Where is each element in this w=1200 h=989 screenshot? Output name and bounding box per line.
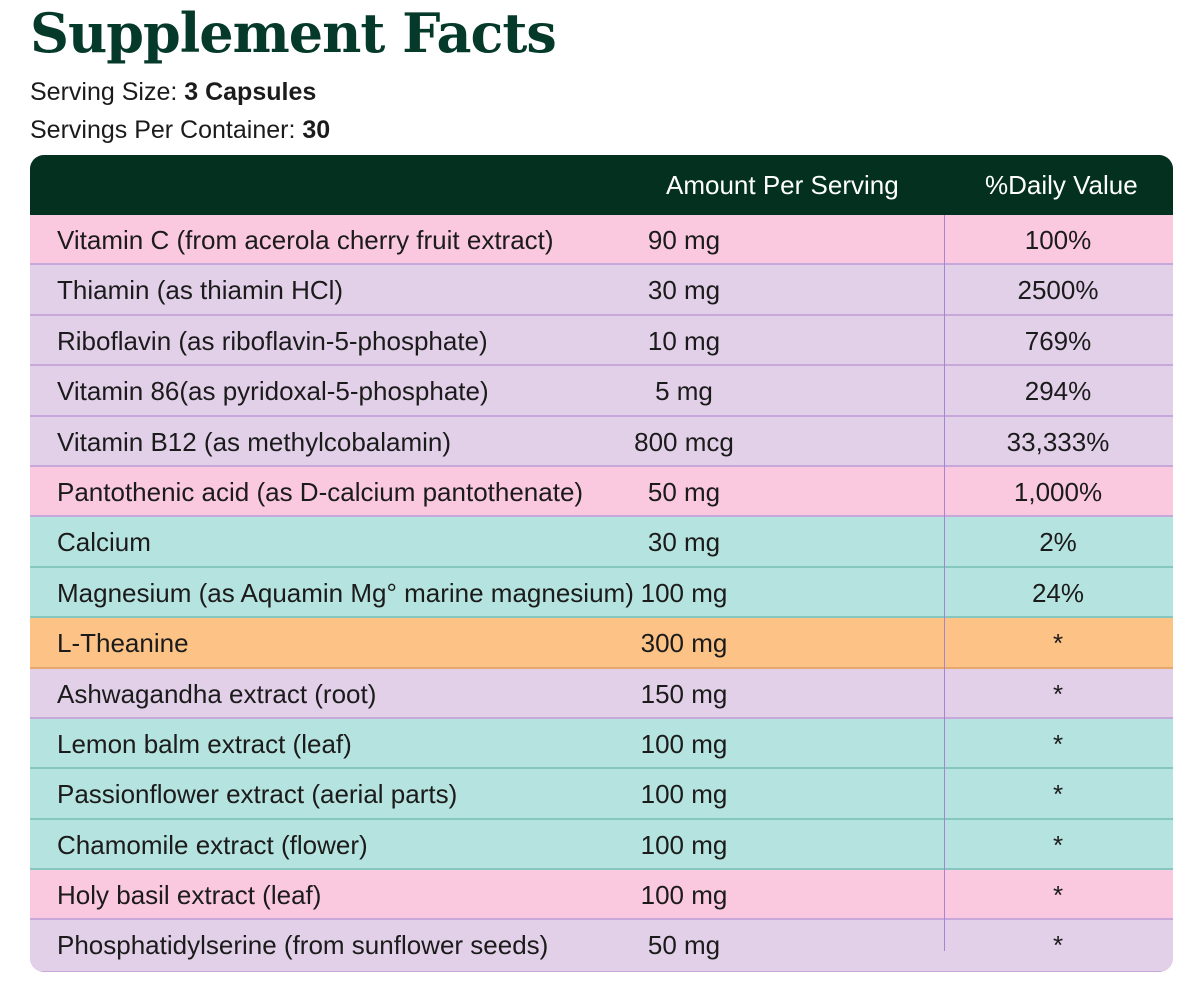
table-row: Vitamin 86(as pyridoxal-5-phosphate) 5 mg… xyxy=(30,366,1173,417)
table-header: Amount Per Serving %Daily Value xyxy=(30,155,1173,215)
page-title: Supplement Facts xyxy=(30,1,557,65)
table-row: Vitamin C (from acerola cherry fruit ext… xyxy=(30,215,1173,266)
amount-per-serving: 150 mg xyxy=(640,678,728,709)
amount-per-serving: 800 mcg xyxy=(634,426,734,457)
daily-value: 294% xyxy=(1024,376,1092,407)
nutrient-name: Vitamin B12 (as methylcobalamin) xyxy=(57,426,452,457)
amount-per-serving: 90 mg xyxy=(647,225,721,255)
table-row: Magnesium (as Aquamin Mg° marine magnesi… xyxy=(30,567,1173,619)
amount-per-serving: 100 mg xyxy=(640,577,728,608)
daily-value: 1,000% xyxy=(1013,476,1103,507)
amount-per-serving: 10 mg xyxy=(647,325,721,356)
amount-per-serving: 50 mg xyxy=(647,930,721,961)
nutrient-name: Lemon balm extract (leaf) xyxy=(57,728,352,759)
supplement-facts-table: Amount Per Serving %Daily Value Vitamin … xyxy=(30,155,1173,972)
daily-value: 100% xyxy=(1024,225,1092,255)
daily-value: * xyxy=(1052,829,1064,860)
servings-per-container-label: Servings Per Container: xyxy=(30,116,303,144)
amount-per-serving: 5 mg xyxy=(655,376,713,407)
daily-value: 769% xyxy=(1024,325,1092,356)
nutrient-name: Ashwagandha extract (root) xyxy=(57,678,377,709)
nutrient-name: Vitamin 86(as pyridoxal-5-phosphate) xyxy=(57,376,489,407)
table-row: Thiamin (as thiamin HCl) 30 mg 2500% xyxy=(30,265,1173,316)
amount-per-serving: 100 mg xyxy=(640,728,728,759)
nutrient-name: Phosphatidylserine (from sunflower seeds… xyxy=(57,930,549,961)
daily-value: 24% xyxy=(1031,577,1085,608)
servings-per-container-value: 30 xyxy=(302,116,331,144)
table-row: Passionflower extract (aerial parts) 100 … xyxy=(30,769,1173,820)
nutrient-name: Vitamin C (from acerola cherry fruit ext… xyxy=(57,225,554,255)
table-row: Calcium 30 mg 2% xyxy=(30,517,1173,568)
amount-per-serving: 100 mg xyxy=(640,829,728,860)
daily-value: 2500% xyxy=(1017,275,1099,306)
table-row: Pantothenic acid (as D-calcium pantothen… xyxy=(30,466,1173,518)
nutrient-name: Riboflavin (as riboflavin-5-phosphate) xyxy=(57,325,488,356)
table-row: Ashwagandha extract (root) 150 mg * xyxy=(30,668,1173,719)
nutrient-name: L-Theanine xyxy=(57,628,189,659)
table-row: Vitamin B12 (as methylcobalamin) 800 mcg 3… xyxy=(30,416,1173,467)
daily-value: * xyxy=(1052,779,1064,810)
daily-value-header: %Daily Value xyxy=(985,170,1138,200)
nutrient-name: Passionflower extract (aerial parts) xyxy=(57,779,458,810)
amount-per-serving: 100 mg xyxy=(640,779,728,810)
serving-size-label: Serving Size: xyxy=(30,78,185,106)
amount-per-serving-header: Amount Per Serving xyxy=(666,170,899,200)
serving-size: Serving Size: 3 Capsules xyxy=(30,77,316,107)
nutrient-name: Thiamin (as thiamin HCl) xyxy=(57,275,344,306)
daily-value: * xyxy=(1052,628,1064,659)
column-divider xyxy=(944,215,945,951)
daily-value: * xyxy=(1052,728,1064,759)
nutrient-name: Chamomile extract (flower) xyxy=(57,829,368,860)
amount-per-serving: 100 mg xyxy=(640,880,728,911)
table-row: Chamomile extract (flower) 100 mg * xyxy=(30,819,1173,871)
amount-per-serving: 50 mg xyxy=(647,476,721,507)
amount-per-serving: 30 mg xyxy=(647,527,721,558)
amount-per-serving: 30 mg xyxy=(647,275,721,306)
daily-value: 33,333% xyxy=(1006,426,1110,457)
nutrient-name: Holy basil extract (leaf) xyxy=(57,880,322,911)
nutrient-name: Calcium xyxy=(57,527,151,558)
table-row: L-Theanine 300 mg * xyxy=(30,618,1173,669)
serving-size-value: 3 Capsules xyxy=(184,78,317,106)
table-body: Vitamin C (from acerola cherry fruit ext… xyxy=(30,215,1173,971)
daily-value: * xyxy=(1052,880,1064,911)
table-row: Riboflavin (as riboflavin-5-phosphate) 10… xyxy=(30,315,1173,367)
table-row: Holy basil extract (leaf) 100 mg * xyxy=(30,870,1173,921)
daily-value: * xyxy=(1052,678,1064,709)
servings-per-container: Servings Per Container: 30 xyxy=(30,115,330,145)
nutrient-name: Magnesium (as Aquamin Mg° marine magnesi… xyxy=(57,577,634,608)
nutrient-name: Pantothenic acid (as D-calcium pantothen… xyxy=(57,476,584,507)
table-row: Phosphatidylserine (from sunflower seeds… xyxy=(30,920,1173,971)
amount-per-serving: 300 mg xyxy=(640,628,728,659)
daily-value: 2% xyxy=(1039,527,1077,558)
table-row: Lemon balm extract (leaf) 100 mg * xyxy=(30,718,1173,770)
daily-value: * xyxy=(1052,930,1064,961)
